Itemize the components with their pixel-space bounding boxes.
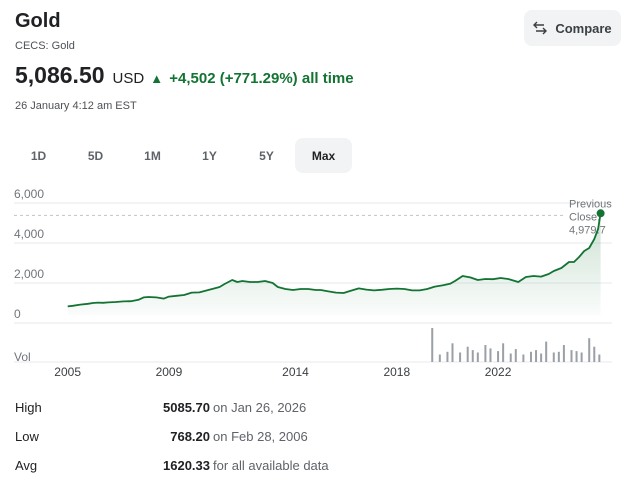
volume-bar (580, 352, 583, 362)
volume-bar (535, 350, 538, 362)
tab-label: 1Y (202, 148, 217, 163)
tab-label: Max (311, 148, 336, 163)
stat-label: High (15, 400, 42, 415)
volume-bar (529, 351, 532, 362)
tab-1y[interactable]: 1Y (181, 138, 238, 173)
volume-bar (509, 353, 512, 362)
x-tick-label: 2018 (383, 365, 410, 379)
previous-close-label: Previous (569, 198, 612, 210)
stat-note: for all available data (213, 458, 329, 473)
volume-bar (540, 353, 543, 362)
tab-1d[interactable]: 1D (10, 138, 67, 173)
compare-label: Compare (555, 20, 612, 36)
tab-max[interactable]: Max (295, 138, 352, 173)
change-text: +4,502 (+771.29%) all time (169, 70, 354, 87)
volume-bar (502, 343, 505, 362)
volume-bar (451, 343, 454, 362)
last-price-dot (596, 209, 605, 218)
volume-bar (593, 346, 596, 362)
volume-bar (522, 354, 525, 362)
volume-bar (431, 328, 434, 362)
volume-bar (514, 349, 517, 362)
tab-5y[interactable]: 5Y (238, 138, 295, 173)
stat-label: Low (15, 429, 39, 444)
x-tick-label: 2014 (282, 365, 309, 379)
current-price: 5,086.50 (15, 62, 105, 88)
stat-value: 5085.70 (163, 400, 210, 415)
currency: USD (112, 70, 145, 87)
quote-timestamp: 26 January 4:12 am EST (15, 100, 137, 112)
y-tick-label: 0 (14, 307, 21, 321)
x-tick-label: 2022 (485, 365, 512, 379)
volume-bar (545, 341, 548, 362)
volume-bar (446, 351, 449, 362)
volume-bar (552, 352, 555, 362)
volume-bar (466, 346, 469, 362)
stat-value: 1620.33 (163, 458, 210, 473)
y-tick-label: 2,000 (14, 267, 44, 281)
price-row: 5,086.50 USD ▲ +4,502 (+771.29%) all tim… (15, 62, 354, 89)
price-change: ▲ +4,502 (+771.29%) all time (150, 70, 353, 87)
price-line (67, 213, 602, 308)
stat-note: on Feb 28, 2006 (213, 429, 308, 444)
volume-bar (562, 345, 565, 362)
price-area (67, 213, 601, 315)
volume-bar (497, 351, 500, 362)
price-chart[interactable]: 6,0004,0002,0000PreviousClose:4,979.7Vol… (0, 180, 631, 385)
volume-bar (438, 354, 441, 362)
asset-subtitle: CECS: Gold (15, 40, 75, 52)
compare-arrows-icon (533, 21, 548, 35)
compare-button[interactable]: Compare (524, 10, 621, 46)
volume-bar (476, 352, 479, 362)
tab-5d[interactable]: 5D (67, 138, 124, 173)
volume-bar (598, 354, 601, 362)
tab-label: 1M (144, 148, 161, 163)
tab-label: 5D (87, 148, 104, 163)
volume-bar (557, 351, 560, 362)
stat-value: 768.20 (170, 429, 210, 444)
tab-label: 5Y (259, 148, 274, 163)
volume-bar (570, 350, 573, 362)
x-tick-label: 2009 (156, 365, 183, 379)
previous-close-label: Close: (569, 211, 600, 223)
y-tick-label: 4,000 (14, 227, 44, 241)
volume-bar (575, 351, 578, 362)
volume-bar (489, 348, 492, 362)
stat-label: Avg (15, 458, 38, 473)
volume-bar (471, 350, 474, 362)
up-arrow-icon: ▲ (150, 71, 164, 86)
tab-1m[interactable]: 1M (124, 138, 181, 173)
volume-bar (459, 352, 462, 362)
volume-bar (484, 345, 487, 362)
range-tabs: 1D 5D 1M 1Y 5Y Max (10, 138, 352, 173)
volume-label: Vol (14, 350, 31, 364)
stat-note: on Jan 26, 2026 (213, 400, 307, 415)
x-tick-label: 2005 (54, 365, 81, 379)
y-tick-label: 6,000 (14, 187, 44, 201)
asset-title: Gold (15, 10, 61, 32)
volume-bar (588, 338, 591, 362)
tab-label: 1D (30, 148, 47, 163)
